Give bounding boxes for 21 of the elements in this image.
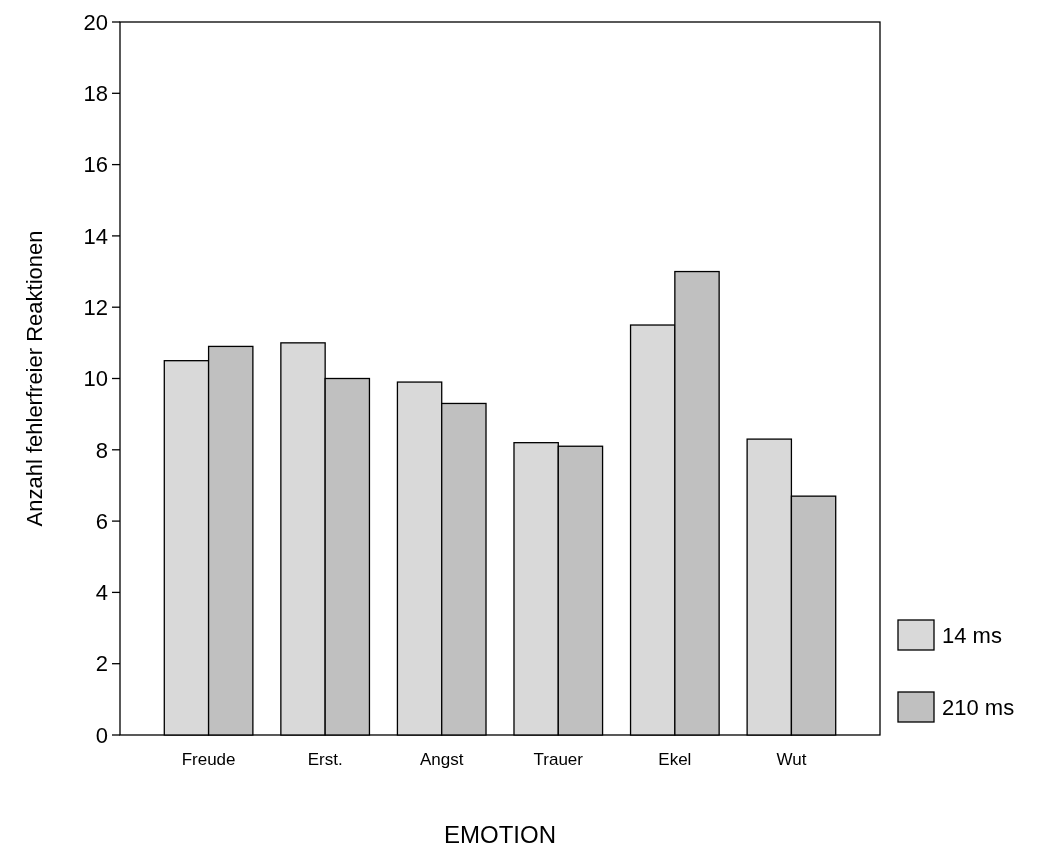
- y-tick-label: 18: [83, 81, 108, 106]
- x-tick-label: Angst: [419, 750, 464, 769]
- x-axis-title: EMOTION: [444, 821, 556, 848]
- y-tick-label: 10: [83, 366, 108, 392]
- legend-label: 14 ms: [942, 622, 1002, 648]
- y-tick-label: 8: [95, 437, 108, 463]
- y-tick-label: 12: [83, 294, 108, 320]
- y-tick-label: 0: [95, 722, 108, 748]
- y-tick-label: 6: [95, 508, 108, 534]
- y-tick-label: 16: [83, 152, 108, 178]
- y-axis-title: Anzahl fehlerfreier Reaktionen: [22, 230, 47, 527]
- y-tick-label: 2: [95, 651, 108, 677]
- y-tick-label: 4: [95, 580, 108, 606]
- x-tick-label: Ekel: [658, 750, 692, 769]
- x-tick-label: Freude: [181, 750, 236, 769]
- x-tick-label: Wut: [776, 750, 807, 769]
- x-tick-label: Erst.: [307, 750, 343, 769]
- y-tick-label: 20: [83, 9, 108, 35]
- legend-label: 210 ms: [942, 694, 1015, 720]
- y-tick-label: 14: [83, 223, 108, 249]
- x-tick-label: Trauer: [533, 750, 584, 769]
